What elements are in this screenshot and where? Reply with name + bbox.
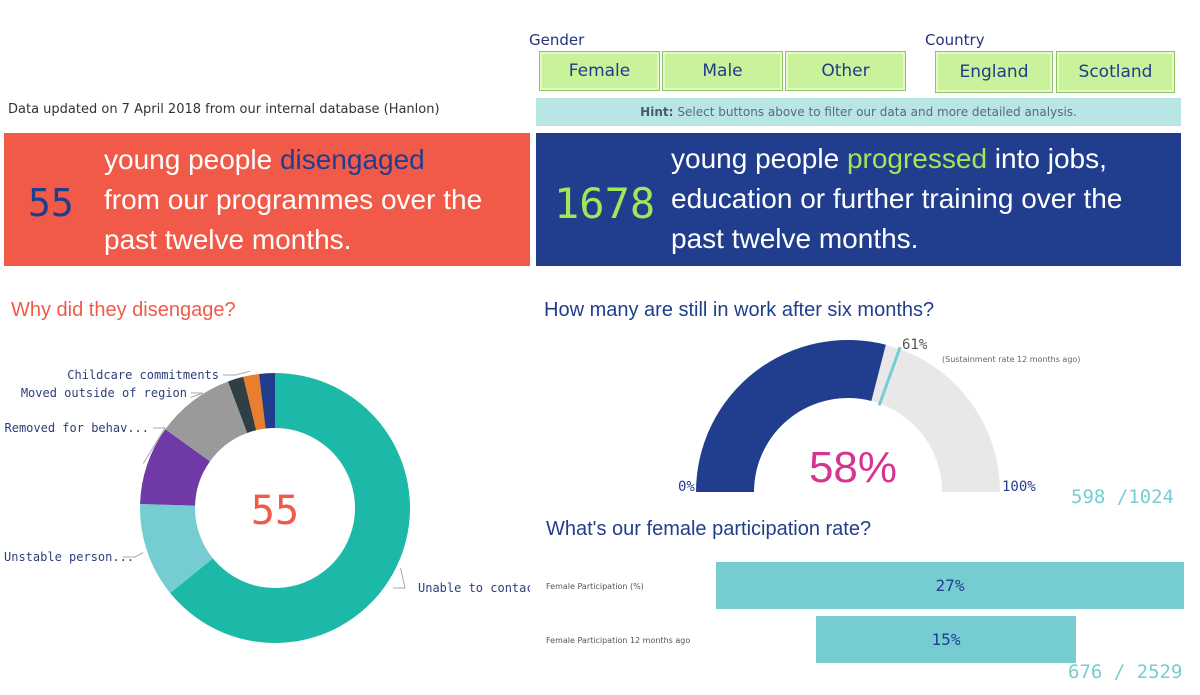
- disengaged-count: 55: [28, 181, 74, 225]
- country-filter-label: Country: [925, 31, 985, 49]
- gender-female-button[interactable]: Female: [539, 51, 660, 91]
- progressed-line2: education or further training over the: [671, 183, 1123, 214]
- gender-filter-label: Gender: [529, 31, 585, 49]
- gender-other-button[interactable]: Other: [785, 51, 906, 91]
- disengage-donut-chart: Unable to contact Unstable person... Remov…: [4, 368, 530, 643]
- female-participation-ratio: 676 / 2529: [1068, 661, 1183, 683]
- disengage-chart-title: Why did they disengage?: [11, 299, 236, 321]
- female-participation-title: What's our female participation rate?: [546, 518, 872, 540]
- donut-slice-slice-4[interactable]: [227, 376, 257, 434]
- hint-bar: Hint: Select buttons above to filter our…: [536, 98, 1181, 126]
- country-england-button[interactable]: England: [935, 51, 1053, 93]
- gauge-target-marker: [877, 346, 902, 406]
- donut-slice-unstable-person[interactable]: [139, 503, 213, 594]
- donut-center-value: 55: [251, 488, 299, 534]
- progressed-card: 1678 young people progressed into jobs, …: [536, 133, 1181, 266]
- gauge-target-note: (Sustainment rate 12 months ago): [942, 355, 1080, 364]
- female-participation-prev-label: Female Participation 12 months ago: [546, 636, 691, 645]
- disengaged-line3: past twelve months.: [104, 224, 352, 255]
- gauge-fill: [696, 340, 886, 492]
- female-participation-prev-bar: 15%: [816, 616, 1076, 663]
- disengaged-highlight: disengaged: [279, 144, 425, 175]
- donut-leader-removed-for-behav: [142, 427, 166, 464]
- donut-leader-childcare-commitments: [223, 370, 251, 376]
- donut-label-moved-outside-of-region: Moved outside of region: [21, 386, 187, 400]
- disengaged-card: 55 young people disengaged from our prog…: [4, 133, 530, 266]
- donut-label-unstable-person: Unstable person...: [4, 550, 134, 564]
- gauge-max-label: 100%: [1002, 479, 1036, 495]
- progressed-highlight: progressed: [846, 143, 988, 174]
- data-updated-text: Data updated on 7 April 2018 from our in…: [8, 102, 440, 117]
- sustainment-ratio: 598 /1024: [1071, 486, 1174, 508]
- hint-text: Select buttons above to filter our data …: [677, 105, 1077, 119]
- progressed-description: young people progressed into jobs, educa…: [671, 139, 1181, 259]
- donut-slice-childcare-commitments[interactable]: [243, 373, 266, 431]
- female-participation-label: Female Participation (%): [546, 582, 644, 591]
- donut-slice-moved-outside-of-region[interactable]: [165, 381, 248, 462]
- gauge-value: 58%: [809, 443, 897, 492]
- donut-leader-moved-outside-of-region: [190, 392, 204, 398]
- donut-slice-unable-to-contact[interactable]: [170, 373, 411, 643]
- disengaged-line1: young people: [104, 144, 280, 175]
- donut-leader-unstable-person: [123, 552, 144, 558]
- donut-label-unable-to-contact: Unable to contact: [418, 581, 530, 595]
- gender-male-button[interactable]: Male: [662, 51, 783, 91]
- female-participation-bar: 27%: [716, 562, 1184, 609]
- gauge-min-label: 0%: [678, 479, 695, 495]
- sustainment-gauge-chart: 61% (Sustainment rate 12 months ago) 0% 100…: [678, 337, 1080, 495]
- disengaged-description: young people disengaged from our program…: [104, 140, 529, 260]
- progressed-count: 1678: [554, 179, 656, 228]
- disengaged-line2: from our programmes over the: [104, 184, 483, 215]
- donut-slice-removed-for-behav[interactable]: [140, 429, 211, 506]
- country-scotland-button[interactable]: Scotland: [1056, 51, 1175, 93]
- donut-slice-slice-6[interactable]: [259, 373, 275, 429]
- donut-label-childcare-commitments: Childcare commitments: [67, 368, 219, 382]
- gauge-chart-title: How many are still in work after six mon…: [544, 299, 935, 321]
- hint-prefix: Hint:: [640, 105, 674, 119]
- donut-leader-unable-to-contact: [393, 567, 406, 589]
- donut-label-removed-for-behav: Removed for behav...: [5, 421, 150, 435]
- progressed-line3: past twelve months.: [671, 223, 919, 254]
- progressed-line1: young people: [671, 143, 847, 174]
- gauge-target-label: 61%: [902, 337, 928, 353]
- progressed-line1-post: into jobs,: [987, 143, 1107, 174]
